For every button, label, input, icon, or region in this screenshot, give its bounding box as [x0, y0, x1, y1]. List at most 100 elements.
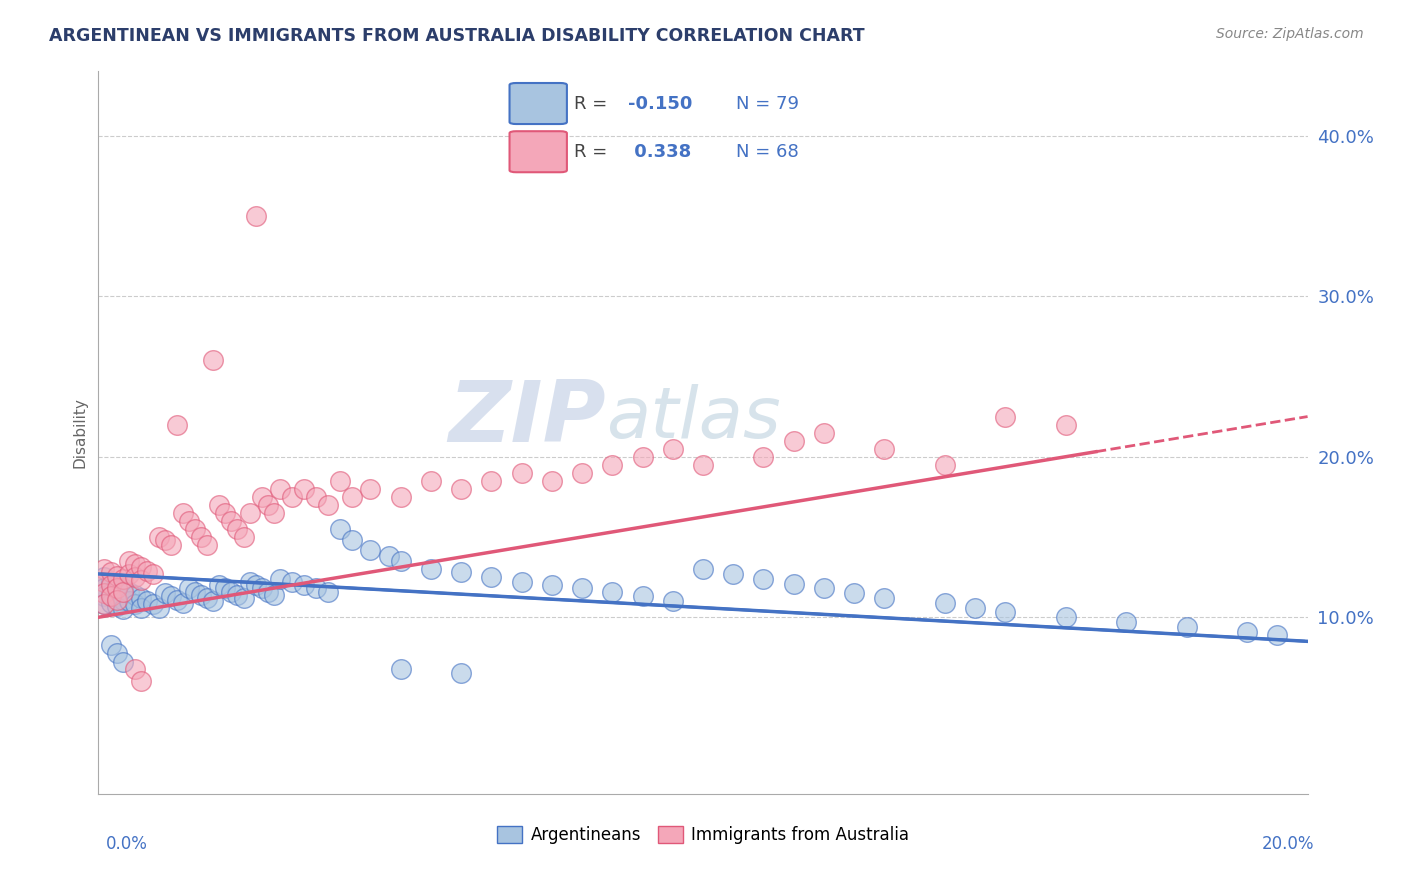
- Point: [93, 598, 115, 612]
- Point: [245, 578, 267, 592]
- Point: [100, 586, 122, 600]
- Point: [1115, 615, 1137, 629]
- Point: [118, 554, 141, 568]
- Point: [226, 588, 249, 602]
- Point: [100, 566, 122, 580]
- Point: [142, 598, 165, 612]
- Text: N = 79: N = 79: [735, 95, 799, 112]
- Point: [692, 458, 714, 472]
- Point: [100, 590, 122, 604]
- Point: [752, 450, 775, 464]
- Point: [631, 450, 654, 464]
- Point: [661, 442, 683, 456]
- Text: 0.0%: 0.0%: [105, 835, 148, 853]
- Point: [124, 588, 146, 602]
- Text: ZIP: ZIP: [449, 376, 606, 459]
- Y-axis label: Disability: Disability: [72, 397, 87, 468]
- Point: [571, 466, 593, 480]
- Point: [135, 564, 157, 578]
- Point: [93, 574, 115, 589]
- Point: [129, 574, 152, 588]
- Point: [118, 584, 141, 599]
- Point: [166, 417, 188, 432]
- Point: [202, 353, 225, 368]
- Point: [239, 574, 262, 589]
- Point: [342, 490, 364, 504]
- Point: [124, 570, 146, 584]
- Point: [93, 570, 115, 584]
- Point: [305, 490, 328, 504]
- Point: [93, 598, 115, 612]
- Point: [93, 582, 115, 596]
- Point: [100, 578, 122, 592]
- Legend: Argentineans, Immigrants from Australia: Argentineans, Immigrants from Australia: [491, 819, 915, 851]
- Point: [184, 584, 207, 599]
- Point: [360, 542, 382, 557]
- Point: [269, 572, 291, 586]
- Point: [450, 666, 472, 681]
- Point: [105, 578, 128, 592]
- Point: [111, 582, 134, 596]
- Point: [172, 596, 194, 610]
- Point: [263, 588, 285, 602]
- Point: [571, 582, 593, 596]
- Point: [510, 466, 533, 480]
- Point: [214, 506, 236, 520]
- Text: 0.338: 0.338: [627, 143, 690, 161]
- Point: [129, 560, 152, 574]
- Point: [221, 514, 243, 528]
- Point: [510, 574, 533, 589]
- Point: [105, 592, 128, 607]
- Point: [166, 592, 188, 607]
- Point: [602, 584, 624, 599]
- Text: atlas: atlas: [606, 384, 780, 452]
- Point: [329, 522, 352, 536]
- Point: [329, 474, 352, 488]
- Point: [250, 490, 273, 504]
- Point: [342, 533, 364, 548]
- Point: [148, 600, 170, 615]
- Point: [752, 572, 775, 586]
- Point: [124, 558, 146, 572]
- Point: [692, 562, 714, 576]
- Point: [221, 584, 243, 599]
- FancyBboxPatch shape: [509, 131, 567, 172]
- Point: [153, 533, 176, 548]
- Point: [179, 582, 201, 596]
- Point: [184, 522, 207, 536]
- Point: [723, 566, 745, 581]
- Point: [281, 490, 304, 504]
- Point: [316, 584, 339, 599]
- Point: [661, 594, 683, 608]
- Point: [226, 522, 249, 536]
- Point: [783, 434, 806, 448]
- Point: [420, 474, 443, 488]
- Point: [118, 566, 141, 581]
- Point: [305, 582, 328, 596]
- Point: [100, 574, 122, 589]
- Point: [105, 568, 128, 582]
- Point: [93, 590, 115, 604]
- Point: [1054, 610, 1077, 624]
- Point: [481, 474, 503, 488]
- Point: [389, 554, 412, 568]
- Point: [232, 530, 254, 544]
- Point: [631, 590, 654, 604]
- Text: R =: R =: [574, 143, 613, 161]
- Text: ARGENTINEAN VS IMMIGRANTS FROM AUSTRALIA DISABILITY CORRELATION CHART: ARGENTINEAN VS IMMIGRANTS FROM AUSTRALIA…: [49, 27, 865, 45]
- Point: [420, 562, 443, 576]
- Point: [208, 498, 231, 512]
- Point: [873, 591, 896, 605]
- Point: [135, 594, 157, 608]
- Point: [269, 482, 291, 496]
- FancyBboxPatch shape: [509, 83, 567, 124]
- Point: [111, 572, 134, 586]
- Point: [214, 582, 236, 596]
- Point: [111, 592, 134, 607]
- Point: [208, 578, 231, 592]
- Point: [100, 596, 122, 610]
- Point: [540, 474, 562, 488]
- Point: [202, 594, 225, 608]
- Point: [256, 584, 278, 599]
- Text: N = 68: N = 68: [735, 143, 799, 161]
